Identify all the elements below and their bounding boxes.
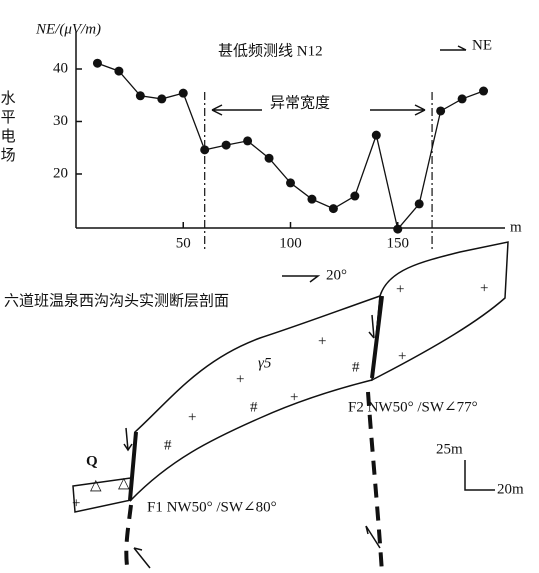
point xyxy=(179,89,188,98)
point xyxy=(393,225,402,234)
direction-label: NE xyxy=(472,37,492,53)
svg-text:△: △ xyxy=(118,475,130,491)
motion-arrows xyxy=(124,315,380,568)
svg-text:#: # xyxy=(250,399,258,415)
y-tick-label: 30 xyxy=(53,113,68,129)
y-unit: NE/(μV/m) xyxy=(35,21,101,37)
point xyxy=(93,59,102,68)
svg-text:+: + xyxy=(188,409,196,425)
point xyxy=(114,67,123,76)
granite-body xyxy=(131,296,380,500)
axes xyxy=(76,32,505,228)
svg-text:+: + xyxy=(72,495,80,511)
point xyxy=(350,192,359,201)
scale-vertical: 25m xyxy=(436,441,463,457)
x-tick-label: 150 xyxy=(387,235,410,251)
svg-text:+: + xyxy=(398,348,406,364)
point xyxy=(243,136,252,145)
chart-title: 甚低频测线 N12 xyxy=(218,42,323,59)
svg-text:+: + xyxy=(290,389,298,405)
point xyxy=(436,106,445,115)
strike-label: 20° xyxy=(326,267,347,283)
rock-symbols: + + + + + + + + # # # △ △ xyxy=(72,280,488,511)
svg-text:△: △ xyxy=(90,477,102,493)
line xyxy=(97,63,483,229)
fault-lines xyxy=(130,296,382,500)
svg-text:#: # xyxy=(164,437,172,453)
svg-text:+: + xyxy=(318,333,326,349)
strike-arrow xyxy=(282,276,318,282)
x-tick-label: 50 xyxy=(176,235,191,251)
point xyxy=(372,131,381,140)
point xyxy=(222,141,231,150)
right-block xyxy=(372,242,508,380)
fault-extensions xyxy=(126,392,382,573)
quaternary-label: Q xyxy=(86,453,98,469)
y-tick-label: 20 xyxy=(53,165,68,181)
point xyxy=(329,204,338,213)
x-tick-label: 100 xyxy=(279,235,302,251)
point xyxy=(458,94,467,103)
point xyxy=(286,178,295,187)
point xyxy=(415,199,424,208)
direction-arrow xyxy=(440,46,466,50)
rock-label: γ5 xyxy=(258,355,272,371)
section-title: 六道班温泉西沟沟头实测断层剖面 xyxy=(4,292,229,309)
svg-text:+: + xyxy=(480,280,488,296)
scale-bar xyxy=(465,460,495,490)
annotation: 异常宽度 xyxy=(270,94,330,111)
svg-text:+: + xyxy=(236,371,244,387)
x-axis-label: m xyxy=(510,219,522,235)
y-tick-label: 40 xyxy=(53,60,68,76)
fault2-label: F2 NW50° /SW∠77° xyxy=(348,399,478,415)
point xyxy=(136,91,145,100)
scale-horizontal: 20m xyxy=(497,481,524,497)
fault1-label: F1 NW50° /SW∠80° xyxy=(147,499,277,515)
point xyxy=(265,154,274,163)
point xyxy=(479,87,488,96)
svg-text:+: + xyxy=(396,281,404,297)
y-axis-label: 水平电场 xyxy=(0,90,15,166)
point xyxy=(157,94,166,103)
point xyxy=(200,145,209,154)
svg-text:#: # xyxy=(352,359,360,375)
figure: NE/(μV/m) 甚低频测线 N12 NE 水平电场 m 异常宽度 六道班温泉… xyxy=(0,0,539,573)
point xyxy=(307,195,316,204)
